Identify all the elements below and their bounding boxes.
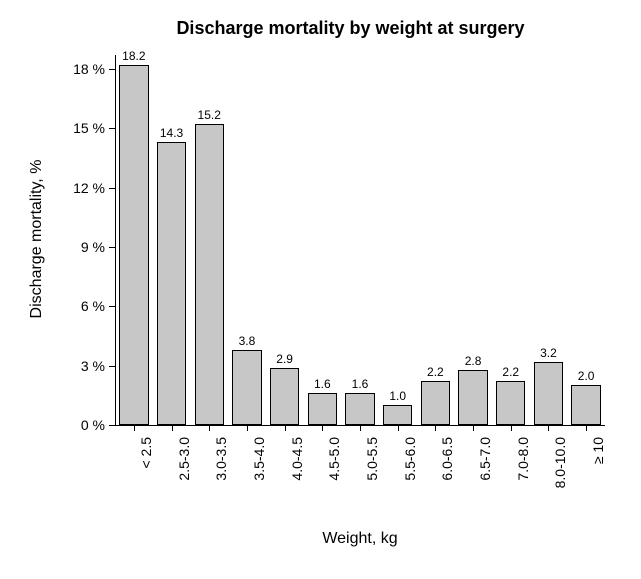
x-tick-mark: [134, 425, 135, 431]
plot-area: [115, 55, 605, 425]
chart-container: Discharge mortality by weight at surgery…: [0, 0, 641, 579]
y-axis-line: [115, 55, 116, 425]
x-tick-mark: [322, 425, 323, 431]
bar-value-label: 1.0: [389, 389, 406, 403]
bar: [232, 350, 261, 425]
x-tick-label: 2.5-3.0: [176, 437, 192, 515]
x-tick-mark: [360, 425, 361, 431]
bar: [458, 370, 487, 425]
bar: [308, 393, 337, 425]
y-tick-mark: [109, 188, 115, 189]
bar-value-label: 2.0: [578, 369, 595, 383]
x-tick-label: 7.0-8.0: [515, 437, 531, 515]
bar: [195, 124, 224, 425]
bar-value-label: 3.2: [540, 346, 557, 360]
bar-value-label: 1.6: [352, 377, 369, 391]
x-tick-label: 3.5-4.0: [251, 437, 267, 515]
bar-value-label: 2.9: [276, 352, 293, 366]
bar: [496, 381, 525, 425]
x-tick-label: < 2.5: [138, 437, 154, 515]
x-tick-label: 6.5-7.0: [477, 437, 493, 515]
x-tick-label: 5.0-5.5: [364, 437, 380, 515]
bar: [345, 393, 374, 425]
x-tick-mark: [209, 425, 210, 431]
chart-title: Discharge mortality by weight at surgery: [0, 18, 641, 39]
y-tick-label: 6 %: [55, 298, 105, 314]
x-tick-label: 3.0-3.5: [213, 437, 229, 515]
y-tick-mark: [109, 425, 115, 426]
bar: [383, 405, 412, 425]
y-tick-mark: [109, 69, 115, 70]
y-tick-label: 15 %: [55, 120, 105, 136]
x-tick-label: 4.0-4.5: [289, 437, 305, 515]
y-tick-label: 18 %: [55, 61, 105, 77]
y-tick-mark: [109, 306, 115, 307]
bar-value-label: 15.2: [198, 108, 221, 122]
x-tick-mark: [435, 425, 436, 431]
bar-value-label: 2.8: [465, 354, 482, 368]
y-tick-label: 0 %: [55, 417, 105, 433]
bar-value-label: 18.2: [122, 49, 145, 63]
bar: [157, 142, 186, 425]
x-tick-label: ≥ 10: [590, 437, 606, 515]
x-tick-mark: [398, 425, 399, 431]
x-tick-mark: [586, 425, 587, 431]
y-tick-label: 3 %: [55, 358, 105, 374]
y-tick-label: 9 %: [55, 239, 105, 255]
bar: [571, 385, 600, 425]
x-tick-mark: [172, 425, 173, 431]
x-tick-label: 6.0-6.5: [439, 437, 455, 515]
x-axis-label: Weight, kg: [115, 530, 605, 548]
bar-value-label: 14.3: [160, 126, 183, 140]
bar: [421, 381, 450, 425]
bar: [534, 362, 563, 425]
x-tick-mark: [511, 425, 512, 431]
y-axis-label: Discharge mortality, %: [28, 54, 46, 424]
bar-value-label: 2.2: [427, 365, 444, 379]
x-tick-label: 5.5-6.0: [402, 437, 418, 515]
x-tick-mark: [247, 425, 248, 431]
y-tick-mark: [109, 247, 115, 248]
x-tick-label: 8.0-10.0: [552, 437, 568, 515]
x-tick-mark: [473, 425, 474, 431]
bar-value-label: 3.8: [239, 334, 256, 348]
bar: [119, 65, 148, 425]
bar: [270, 368, 299, 425]
y-tick-label: 12 %: [55, 180, 105, 196]
y-tick-mark: [109, 128, 115, 129]
x-tick-label: 4.5-5.0: [326, 437, 342, 515]
bar-value-label: 2.2: [502, 365, 519, 379]
bar-value-label: 1.6: [314, 377, 331, 391]
y-tick-mark: [109, 366, 115, 367]
x-tick-mark: [285, 425, 286, 431]
x-tick-mark: [548, 425, 549, 431]
